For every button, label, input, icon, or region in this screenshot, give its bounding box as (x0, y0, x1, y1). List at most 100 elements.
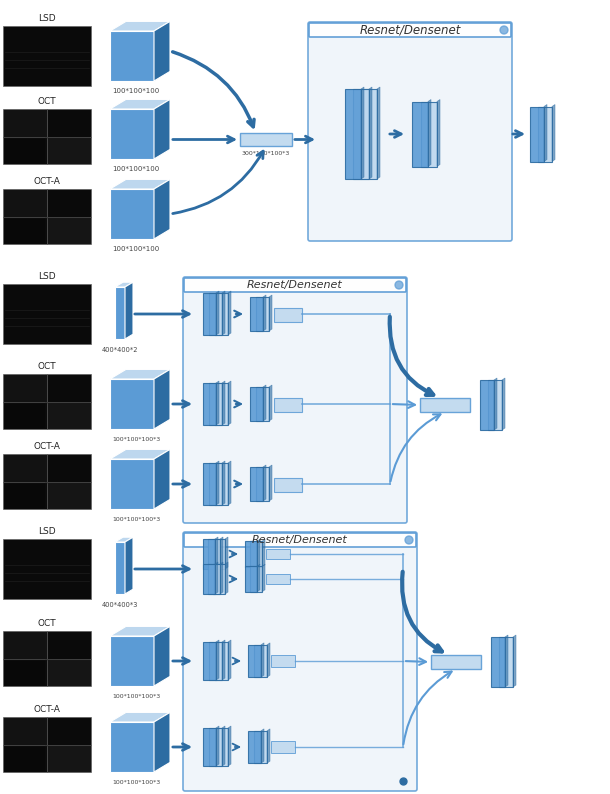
Circle shape (500, 26, 508, 34)
FancyBboxPatch shape (3, 658, 47, 686)
Circle shape (395, 281, 403, 289)
FancyBboxPatch shape (3, 374, 47, 402)
FancyBboxPatch shape (3, 26, 91, 86)
Polygon shape (257, 539, 260, 567)
Polygon shape (263, 465, 266, 501)
Polygon shape (216, 726, 219, 766)
Polygon shape (222, 381, 225, 425)
Polygon shape (220, 562, 223, 594)
FancyBboxPatch shape (47, 745, 91, 772)
FancyBboxPatch shape (3, 109, 47, 137)
Polygon shape (245, 566, 257, 592)
FancyBboxPatch shape (3, 137, 47, 164)
Text: 100*100*100*3: 100*100*100*3 (112, 694, 160, 699)
Polygon shape (256, 467, 269, 501)
Polygon shape (154, 179, 170, 239)
Polygon shape (203, 293, 216, 335)
FancyBboxPatch shape (3, 481, 47, 509)
Polygon shape (248, 645, 261, 677)
Polygon shape (110, 449, 170, 459)
Polygon shape (154, 712, 170, 772)
Polygon shape (228, 640, 231, 680)
Polygon shape (203, 539, 215, 569)
FancyBboxPatch shape (47, 631, 91, 658)
Polygon shape (215, 728, 228, 766)
Text: 100*100*100*3: 100*100*100*3 (112, 517, 160, 522)
Polygon shape (215, 562, 218, 594)
Polygon shape (222, 640, 225, 680)
Polygon shape (245, 542, 257, 567)
Polygon shape (154, 369, 170, 429)
Text: Resnet/Densenet: Resnet/Densenet (247, 280, 343, 290)
Polygon shape (505, 635, 508, 687)
Polygon shape (215, 463, 228, 505)
FancyBboxPatch shape (3, 631, 47, 658)
Polygon shape (250, 387, 263, 421)
Polygon shape (269, 465, 272, 501)
Polygon shape (216, 461, 219, 505)
FancyBboxPatch shape (47, 137, 91, 164)
Polygon shape (209, 463, 222, 505)
FancyBboxPatch shape (240, 133, 292, 146)
Polygon shape (538, 106, 552, 161)
FancyBboxPatch shape (3, 402, 47, 429)
FancyBboxPatch shape (47, 189, 91, 217)
Polygon shape (263, 295, 266, 331)
Text: 100*100*100: 100*100*100 (112, 88, 160, 94)
Polygon shape (250, 297, 263, 331)
Polygon shape (110, 369, 170, 379)
FancyBboxPatch shape (271, 741, 295, 753)
Polygon shape (361, 89, 377, 179)
Polygon shape (115, 282, 133, 287)
FancyBboxPatch shape (274, 308, 302, 322)
Polygon shape (110, 379, 154, 429)
Polygon shape (110, 31, 154, 81)
Polygon shape (203, 728, 216, 766)
FancyBboxPatch shape (47, 109, 91, 137)
Polygon shape (254, 730, 267, 763)
FancyBboxPatch shape (3, 717, 47, 745)
Polygon shape (228, 291, 231, 335)
Polygon shape (110, 21, 170, 31)
Polygon shape (257, 565, 260, 592)
Polygon shape (222, 726, 225, 766)
Polygon shape (502, 378, 505, 430)
Polygon shape (110, 626, 170, 636)
Polygon shape (208, 539, 220, 569)
Text: 400*400*2: 400*400*2 (102, 347, 138, 353)
Polygon shape (216, 640, 219, 680)
FancyBboxPatch shape (3, 189, 47, 217)
Text: 100*100*100*3: 100*100*100*3 (112, 437, 160, 442)
Polygon shape (154, 99, 170, 159)
Text: LSD: LSD (38, 527, 56, 536)
Polygon shape (213, 564, 225, 594)
Polygon shape (110, 109, 154, 159)
FancyBboxPatch shape (266, 574, 290, 584)
Text: 100*100*100*3: 100*100*100*3 (112, 780, 160, 785)
Text: OCT: OCT (38, 97, 56, 106)
Polygon shape (209, 383, 222, 425)
FancyBboxPatch shape (47, 402, 91, 429)
FancyBboxPatch shape (184, 533, 416, 547)
FancyBboxPatch shape (183, 277, 407, 523)
Polygon shape (377, 87, 380, 179)
Polygon shape (369, 87, 372, 179)
FancyBboxPatch shape (271, 655, 295, 667)
Polygon shape (115, 542, 125, 594)
FancyBboxPatch shape (3, 539, 91, 599)
Polygon shape (254, 645, 267, 677)
FancyBboxPatch shape (3, 217, 47, 244)
FancyBboxPatch shape (183, 532, 417, 791)
Polygon shape (110, 459, 154, 509)
Text: OCT-A: OCT-A (34, 177, 60, 186)
Polygon shape (203, 564, 215, 594)
Text: 100*100*100: 100*100*100 (112, 166, 160, 172)
Polygon shape (125, 282, 133, 339)
Polygon shape (228, 381, 231, 425)
Polygon shape (267, 729, 270, 763)
Polygon shape (203, 383, 216, 425)
Polygon shape (250, 467, 263, 501)
Polygon shape (213, 539, 225, 569)
Polygon shape (421, 102, 437, 167)
Polygon shape (261, 643, 264, 677)
